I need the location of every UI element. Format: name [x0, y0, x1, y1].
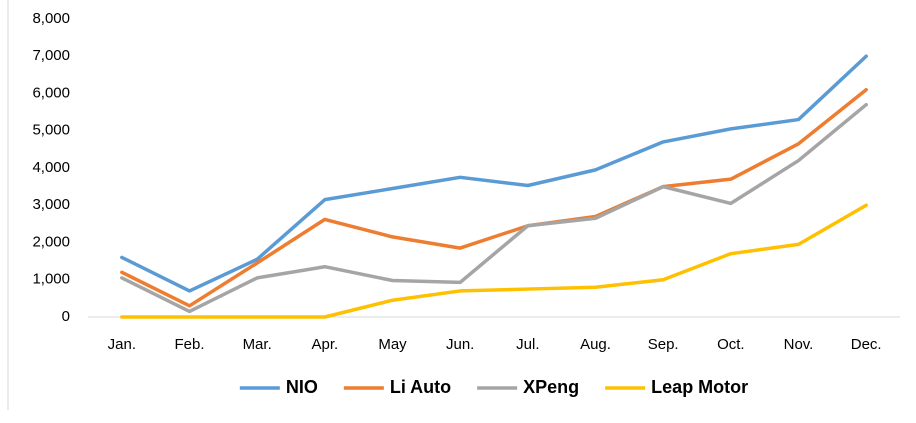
- x-tick-label: Apr.: [311, 336, 338, 353]
- x-tick-label: May: [378, 336, 407, 353]
- y-tick-label: 6,000: [32, 84, 70, 101]
- x-tick-label: Dec.: [851, 336, 882, 353]
- y-tick-label: 2,000: [32, 233, 70, 250]
- x-tick-label: Jul.: [516, 336, 539, 353]
- x-tick-label: Sep.: [648, 336, 679, 353]
- y-tick-label: 7,000: [32, 47, 70, 64]
- x-tick-label: Jun.: [446, 336, 474, 353]
- y-tick-label: 4,000: [32, 159, 70, 176]
- legend-label: Li Auto: [390, 377, 451, 397]
- series-line: [120, 54, 868, 293]
- y-tick-label: 0: [62, 308, 70, 325]
- x-tick-label: Jan.: [108, 336, 136, 353]
- x-tick-label: Aug.: [580, 336, 611, 353]
- x-tick-label: Mar.: [243, 336, 272, 353]
- legend-label: Leap Motor: [651, 377, 748, 397]
- y-tick-label: 8,000: [32, 10, 70, 27]
- y-tick-label: 5,000: [32, 122, 70, 139]
- y-tick-label: 1,000: [32, 271, 70, 288]
- y-tick-label: 3,000: [32, 196, 70, 213]
- x-tick-label: Nov.: [784, 336, 814, 353]
- series-line: [120, 203, 868, 319]
- x-tick-label: Feb.: [174, 336, 204, 353]
- x-tick-label: Oct.: [717, 336, 745, 353]
- series-line: [120, 102, 868, 314]
- series-line: [120, 88, 868, 308]
- legend-label: XPeng: [523, 377, 579, 397]
- legend-label: NIO: [286, 377, 318, 397]
